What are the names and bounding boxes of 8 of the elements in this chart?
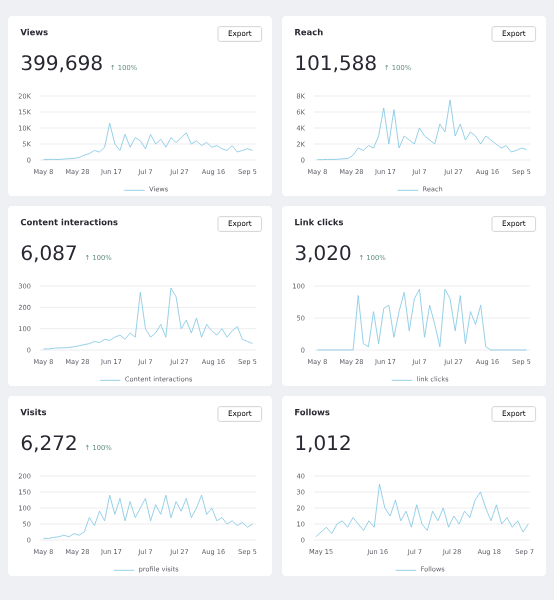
chart-subtitle: 3,020: [295, 245, 351, 263]
chart-subtitle: 1,012: [296, 435, 350, 453]
chart-subtitle: 6,087: [21, 245, 76, 263]
chart-subtitle: 6,272: [21, 435, 76, 453]
line-series: [43, 494, 253, 539]
chart-subtitle: 399,698: [21, 55, 102, 73]
chart-subtitle: 101,588: [296, 55, 376, 73]
line-series: [315, 483, 529, 538]
